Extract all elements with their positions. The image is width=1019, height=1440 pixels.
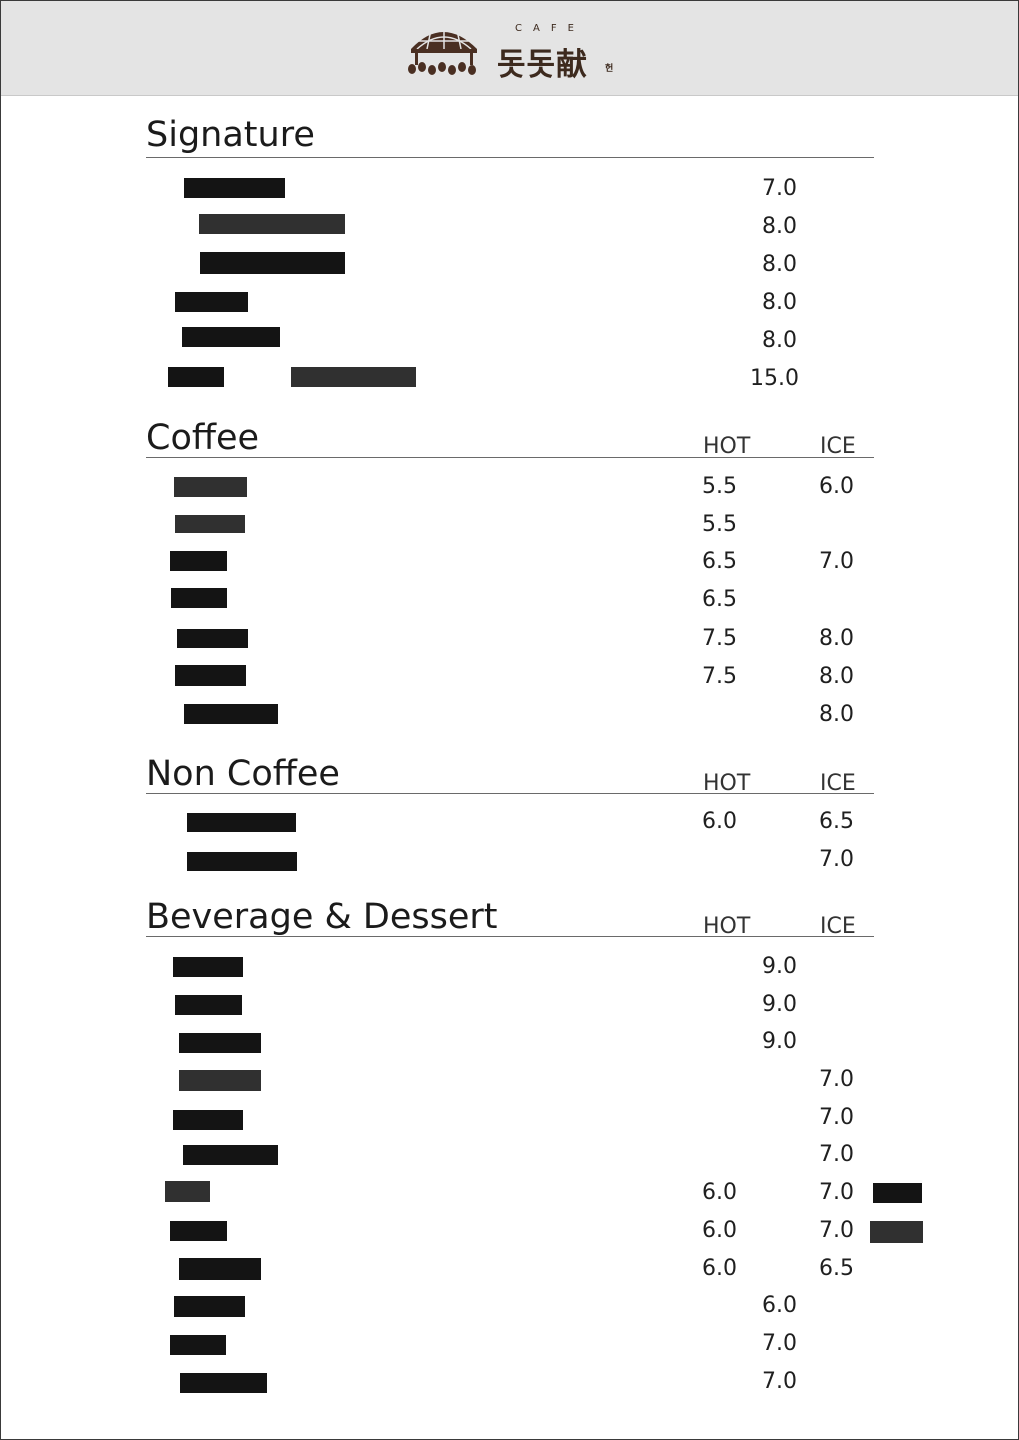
price: 6.0 (762, 1293, 797, 1318)
redacted-item-name (200, 252, 345, 274)
redacted-item-name (170, 1221, 227, 1241)
redacted-note (873, 1183, 922, 1203)
price: 9.0 (762, 1029, 797, 1054)
section-rule (146, 157, 874, 158)
price: 7.0 (762, 1331, 797, 1356)
price-ice: 7.0 (819, 1218, 854, 1243)
redacted-item-name (199, 214, 345, 234)
section-title-beverage-dessert: Beverage & Dessert (146, 897, 498, 937)
column-head-hot: HOT (703, 434, 751, 459)
redacted-item-name (183, 1145, 278, 1165)
redacted-item-name (187, 852, 297, 871)
price-hot: 5.5 (702, 474, 737, 499)
column-head-hot: HOT (703, 771, 751, 796)
section-rule (146, 793, 874, 794)
redacted-item-name (165, 1181, 210, 1202)
price: 9.0 (762, 954, 797, 979)
price-hot: 7.5 (702, 664, 737, 689)
redacted-item-name (184, 178, 285, 198)
cafe-word: CAFE (515, 23, 585, 34)
section-rule (146, 936, 874, 937)
cafe-logo: CAFE 돗돗献 헌 (405, 19, 625, 83)
column-head-ice: ICE (820, 434, 856, 459)
redacted-item-name (291, 367, 416, 387)
brand-name: 돗돗献 (497, 47, 589, 83)
price-ice: 8.0 (819, 626, 854, 651)
price-ice: 7.0 (819, 1067, 854, 1092)
section-title-non-coffee: Non Coffee (146, 754, 340, 794)
price-hot: 5.5 (702, 512, 737, 537)
price-ice: 7.0 (819, 1180, 854, 1205)
price-ice: 7.0 (819, 549, 854, 574)
price-ice: 8.0 (819, 702, 854, 727)
price: 8.0 (762, 328, 797, 353)
price-hot: 6.0 (702, 809, 737, 834)
price-ice: 6.0 (819, 474, 854, 499)
price: 8.0 (762, 252, 797, 277)
price: 15.0 (750, 366, 799, 391)
redacted-item-name (180, 1373, 267, 1393)
redacted-item-name (168, 367, 224, 387)
redacted-item-name (175, 515, 245, 533)
redacted-item-name (173, 1110, 243, 1130)
redacted-item-name (179, 1070, 261, 1091)
price: 8.0 (762, 214, 797, 239)
price-hot: 6.5 (702, 587, 737, 612)
column-head-hot: HOT (703, 914, 751, 939)
dome-coffee-bean-icon (408, 27, 477, 75)
redacted-item-name (179, 1033, 261, 1053)
price-hot: 7.5 (702, 626, 737, 651)
redacted-item-name (175, 292, 248, 312)
price: 8.0 (762, 290, 797, 315)
price-ice: 6.5 (819, 1256, 854, 1281)
price: 7.0 (762, 1369, 797, 1394)
header-bar: CAFE 돗돗献 헌 (1, 1, 1018, 96)
section-title-coffee: Coffee (146, 418, 260, 458)
redacted-item-name (174, 1296, 245, 1317)
price-ice: 8.0 (819, 664, 854, 689)
redacted-item-name (170, 551, 227, 571)
column-head-ice: ICE (820, 914, 856, 939)
price: 7.0 (762, 176, 797, 201)
price-ice: 7.0 (819, 1142, 854, 1167)
price: 9.0 (762, 992, 797, 1017)
section-rule (146, 457, 874, 458)
price-ice: 6.5 (819, 809, 854, 834)
redacted-item-name (170, 1335, 226, 1355)
column-head-ice: ICE (820, 771, 856, 796)
price-hot: 6.5 (702, 549, 737, 574)
brand-sub: 헌 (605, 64, 614, 74)
price-hot: 6.0 (702, 1218, 737, 1243)
redacted-item-name (179, 1258, 261, 1280)
price-ice: 7.0 (819, 1105, 854, 1130)
redacted-item-name (174, 477, 247, 497)
redacted-note (870, 1221, 923, 1243)
section-title-signature: Signature (146, 115, 315, 155)
redacted-item-name (175, 995, 242, 1015)
price-hot: 6.0 (702, 1180, 737, 1205)
price-ice: 7.0 (819, 847, 854, 872)
redacted-item-name (171, 588, 227, 608)
redacted-item-name (184, 704, 278, 724)
redacted-item-name (177, 629, 248, 648)
redacted-item-name (173, 957, 243, 977)
redacted-item-name (187, 813, 296, 832)
redacted-item-name (182, 327, 280, 347)
price-hot: 6.0 (702, 1256, 737, 1281)
redacted-item-name (175, 665, 246, 686)
